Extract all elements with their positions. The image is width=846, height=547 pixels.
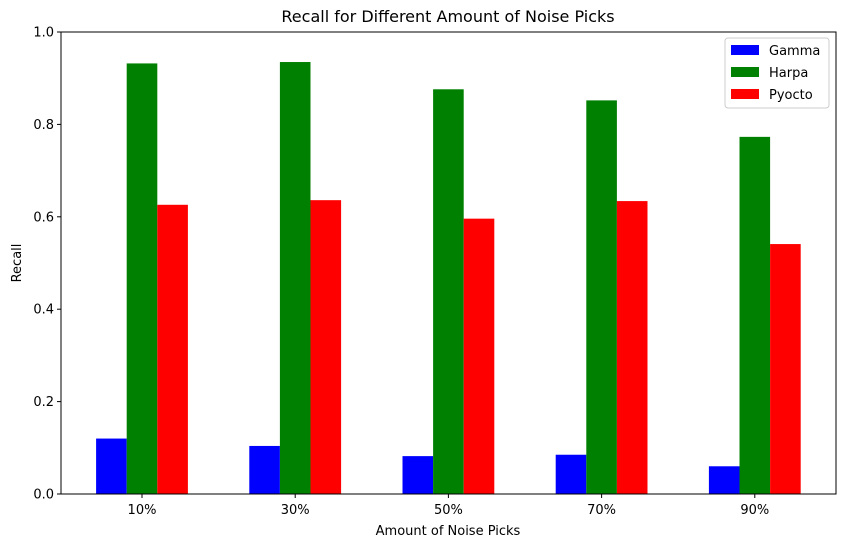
y-tick-label: 0.6 — [33, 210, 54, 225]
y-tick-label: 0.0 — [33, 488, 54, 503]
x-axis-label: Amount of Noise Picks — [376, 524, 521, 539]
bar-harpa-10pct — [126, 63, 158, 495]
x-tick-label: 90% — [740, 503, 769, 518]
bar-harpa-90pct — [739, 136, 771, 494]
legend-swatch-pyocto — [731, 89, 759, 99]
y-tick-label: 0.4 — [33, 303, 54, 318]
bar-gamma-30pct — [249, 445, 280, 494]
x-tick-label: 10% — [128, 503, 157, 518]
legend-swatch-harpa — [731, 67, 759, 77]
legend-label-gamma: Gamma — [769, 44, 820, 59]
legend-label-pyocto: Pyocto — [769, 88, 813, 103]
bar-gamma-10pct — [96, 438, 127, 494]
bar-gamma-50pct — [402, 456, 434, 494]
bar-harpa-70pct — [586, 100, 617, 494]
bar-gamma-90pct — [708, 466, 740, 494]
y-axis-label: Recall — [10, 244, 25, 283]
legend: Gamma Harpa Pyocto — [724, 37, 830, 109]
x-tick-label: 70% — [587, 503, 616, 518]
bar-gamma-70pct — [555, 454, 587, 494]
chart-title: Recall for Different Amount of Noise Pic… — [281, 7, 614, 26]
y-tick-label: 0.2 — [33, 395, 54, 410]
plot-area: 0.0 0.2 0.4 0.6 0.8 1.0 10% 30% 50% 70% 90% — [33, 26, 837, 518]
bar-pyocto-10pct — [157, 204, 188, 495]
bar-pyocto-90pct — [770, 244, 801, 494]
bar-pyocto-30pct — [310, 200, 342, 495]
legend-label-harpa: Harpa — [769, 66, 808, 81]
bar-pyocto-50pct — [463, 218, 495, 494]
y-tick-label: 0.8 — [33, 118, 54, 133]
bar-pyocto-70pct — [616, 201, 648, 494]
legend-swatch-gamma — [731, 45, 759, 55]
x-tick-label: 30% — [281, 503, 310, 518]
bar-harpa-30pct — [279, 62, 311, 494]
x-tick-label: 50% — [434, 503, 463, 518]
bar-harpa-50pct — [433, 89, 464, 494]
y-tick-label: 1.0 — [33, 26, 54, 41]
